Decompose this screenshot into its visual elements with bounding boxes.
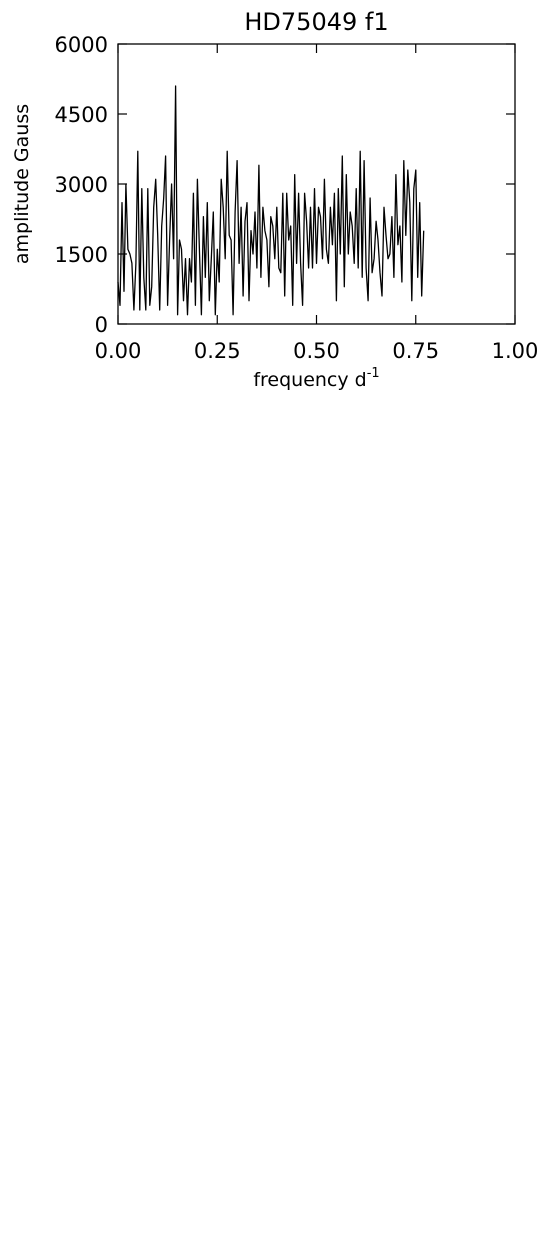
y-tick-label: 3000 — [55, 173, 108, 197]
y-tick-label: 4500 — [55, 103, 108, 127]
y-tick-label: 0 — [95, 313, 108, 337]
chart-panel-1: HD75049 f1 0.00 0.25 0.50 0.75 1.00 0 1500 3000 4… — [11, 8, 538, 391]
x-tick-label: 0.50 — [293, 339, 340, 363]
y-axis-label: amplitude Gauss — [11, 104, 33, 264]
y-tick-label: 1500 — [55, 243, 108, 267]
series-line — [117, 85, 425, 316]
x-axis-label: frequency d-1 — [253, 366, 379, 391]
y-tick-label: 6000 — [55, 33, 108, 57]
x-tick-label: 0.75 — [392, 339, 439, 363]
x-tick-label: 1.00 — [492, 339, 539, 363]
x-tick-label: 0.00 — [95, 339, 142, 363]
chart-title: HD75049 f1 — [244, 8, 388, 36]
x-tick-label: 0.25 — [194, 339, 241, 363]
